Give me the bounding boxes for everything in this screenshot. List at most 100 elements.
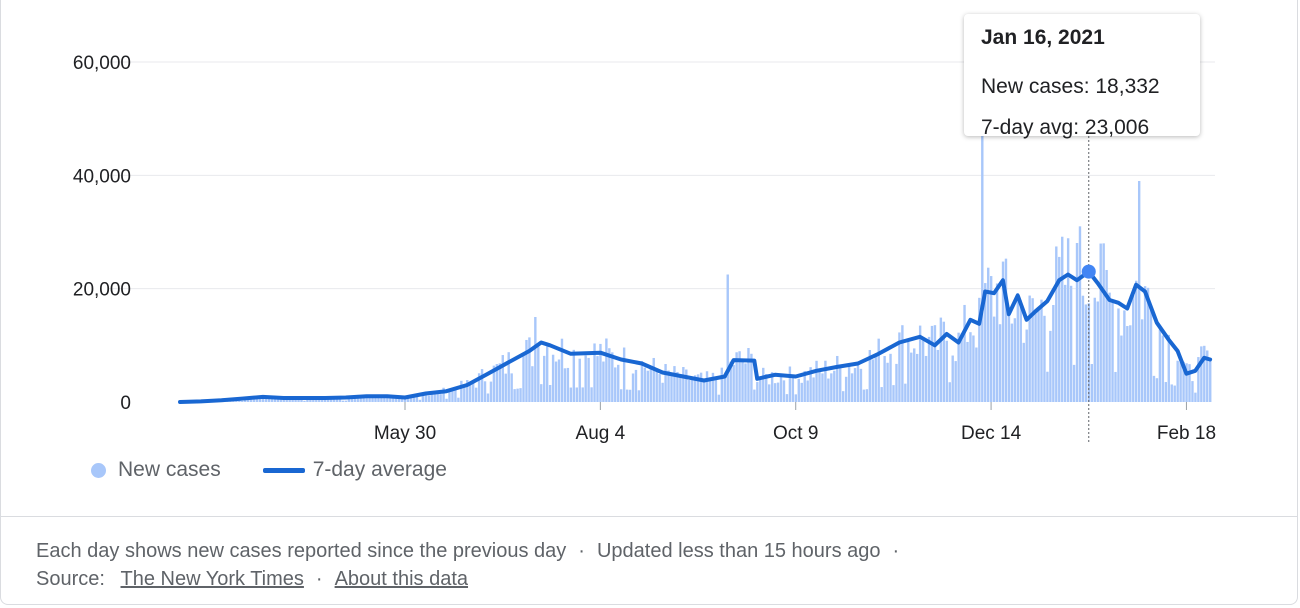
new-cases-bar <box>726 274 729 402</box>
new-cases-bar <box>599 343 602 402</box>
new-cases-bar <box>945 340 948 402</box>
new-cases-bar <box>611 352 614 402</box>
source-link[interactable]: The New York Times <box>120 568 304 590</box>
new-cases-bar <box>537 346 540 402</box>
new-cases-bar <box>469 382 472 402</box>
new-cases-bar <box>1102 243 1105 402</box>
new-cases-bar <box>590 387 593 402</box>
new-cases-bar <box>418 399 422 402</box>
footer-separator: · <box>578 540 585 562</box>
new-cases-bar <box>1040 299 1043 402</box>
new-cases-bar <box>770 372 774 402</box>
y-tick-label: 40,000 <box>73 166 131 187</box>
new-cases-bar <box>824 360 827 402</box>
new-cases-bar <box>587 357 590 402</box>
new-cases-bar <box>415 395 419 402</box>
new-cases-bar <box>451 388 454 402</box>
new-cases-bar <box>930 325 934 402</box>
new-cases-bar <box>744 363 747 402</box>
new-cases-bar <box>270 398 274 402</box>
new-cases-bar <box>507 352 510 402</box>
hover-tooltip: Jan 16, 2021 New cases: 18,332 7-day avg… <box>964 14 1200 139</box>
new-cases-bar <box>924 355 928 402</box>
about-data-link[interactable]: About this data <box>334 568 469 590</box>
new-cases-bar <box>439 394 442 402</box>
x-tick-label: Oct 9 <box>773 423 818 444</box>
new-cases-bar <box>1022 342 1025 402</box>
new-cases-bar <box>466 380 469 402</box>
new-cases-bar <box>622 347 626 402</box>
new-cases-bar <box>966 341 969 402</box>
new-cases-bar <box>762 367 765 402</box>
new-cases-bar <box>1170 384 1173 402</box>
new-cases-bar <box>341 400 345 402</box>
new-cases-bar <box>791 376 795 402</box>
new-cases-bar <box>1185 363 1188 402</box>
new-cases-bar <box>821 373 824 402</box>
new-cases-bar <box>1209 358 1212 402</box>
new-cases-bar <box>279 398 282 402</box>
footer-updated: Updated less than 15 hours ago <box>596 540 881 562</box>
new-cases-bar <box>504 373 507 402</box>
new-cases-bar <box>510 373 513 402</box>
new-cases-bar <box>1072 364 1076 402</box>
new-cases-bar <box>682 367 685 402</box>
new-cases-bar <box>839 365 842 402</box>
new-cases-bar <box>516 388 519 402</box>
new-cases-bar <box>359 397 362 402</box>
new-cases-bar <box>859 368 863 402</box>
new-cases-bar <box>717 394 721 402</box>
new-cases-bar <box>877 338 880 402</box>
new-cases-bar <box>335 398 339 402</box>
new-cases-bar <box>670 374 673 402</box>
new-cases-bar <box>534 317 537 402</box>
new-cases-bar <box>708 377 712 402</box>
new-cases-bar <box>1188 364 1191 402</box>
new-cases-bar <box>1203 345 1206 402</box>
new-cases-bar <box>868 350 872 402</box>
x-tick-label: May 30 <box>374 423 436 444</box>
new-cases-bar <box>264 396 268 402</box>
new-cases-bar <box>1123 310 1126 402</box>
new-cases-bar <box>1099 243 1102 402</box>
new-cases-bar <box>249 399 253 402</box>
new-cases-bar <box>664 364 667 402</box>
new-cases-bar <box>495 364 499 402</box>
new-cases-bar <box>643 367 647 402</box>
new-cases-bar <box>806 380 809 402</box>
new-cases-bar <box>501 355 504 402</box>
new-cases-bar <box>522 353 525 402</box>
new-cases-bar <box>392 397 395 402</box>
new-cases-bar <box>634 369 638 402</box>
new-cases-bar <box>424 394 428 402</box>
new-cases-bar <box>767 384 771 402</box>
new-cases-bar <box>1093 297 1096 402</box>
y-tick-label: 0 <box>120 393 131 414</box>
new-cases-bar <box>679 377 682 402</box>
new-cases-bar <box>433 391 436 402</box>
new-cases-bar <box>667 370 670 402</box>
new-cases-bar <box>830 373 833 402</box>
cases-chart[interactable]: 0 20,000 40,000 60,000 May 30 Aug 4 Oct 9 Dec … <box>1 0 1297 510</box>
new-cases-bar <box>676 372 679 402</box>
new-cases-bar <box>1084 304 1088 402</box>
new-cases-bar <box>637 390 641 402</box>
new-cases-bar <box>1120 335 1123 402</box>
hover-indicator <box>1081 136 1096 442</box>
new-cases-bar <box>350 396 354 402</box>
new-cases-bar <box>427 395 430 402</box>
new-cases-bar <box>291 399 294 402</box>
new-cases-bar <box>1019 300 1022 402</box>
new-cases-bar <box>753 389 756 402</box>
new-cases-bar <box>720 367 724 402</box>
new-cases-bar <box>347 397 351 402</box>
new-cases-bar <box>617 364 620 402</box>
avg-line-path <box>178 269 1213 404</box>
new-cases-bar <box>901 325 904 402</box>
new-cases-bar <box>836 355 839 402</box>
new-cases-bar <box>1063 284 1067 402</box>
source-label: Source: <box>36 568 105 590</box>
new-cases-bar <box>640 361 644 402</box>
new-cases-bar <box>972 335 975 402</box>
new-cases-bar <box>1200 346 1203 402</box>
